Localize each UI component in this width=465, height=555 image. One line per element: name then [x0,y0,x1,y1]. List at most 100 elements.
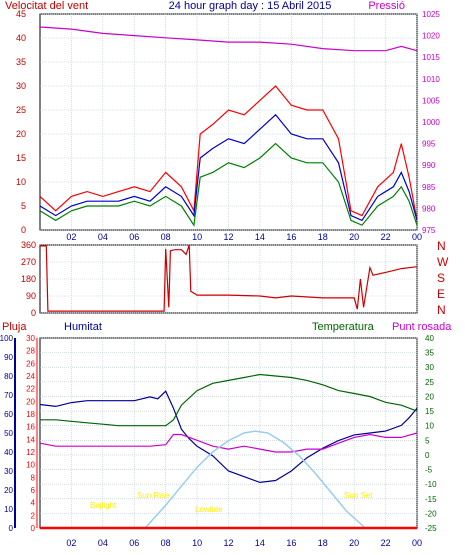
pressure-y-tick-label: 1000 [422,118,440,127]
weather-x-tick-label: 22 [381,538,391,548]
wind-y-tick-label: 20 [16,129,26,139]
temperature-tick-label: -10 [425,480,437,489]
temperature-tick-label: 0 [425,451,430,460]
humidity-tick-label: 70 [4,391,13,400]
weather-series-sun [144,430,366,529]
direction-series [40,244,418,312]
wind-series-avg [39,113,418,222]
rain-tick-label: 22 [26,385,35,394]
wind-y-tick-label: 15 [16,153,26,163]
direction-panel: 0 90 180 270 360 N W S E N [21,239,449,318]
temperature-tick-label: 25 [425,378,434,387]
wind-y-tick-label: 25 [16,105,26,115]
wind-series-speed [39,142,418,227]
rain-tick-label: 6 [31,486,36,495]
direction-y-tick-label: 270 [21,257,36,267]
rain-tick-label: 0 [31,524,36,533]
pressure-y-tick-label: 1005 [422,96,440,105]
weather-x-axis: 02 04 06 08 10 12 14 16 18 20 22 00 [66,538,422,548]
legend-dewpoint: Punt rosada [392,321,452,333]
wind-y-tick-label: 35 [16,57,26,67]
compass-labels: N W S E N [437,239,449,317]
direction-y-tick-label: 0 [31,308,36,318]
pressure-y-tick-label: 1010 [422,75,440,84]
direction-y-tick-label: 180 [21,274,36,284]
wind-x-tick-label: 00 [412,232,422,242]
wind-left-axis: 0 5 10 15 20 25 30 35 40 45 [16,9,26,235]
temperature-tick-label: 20 [425,392,434,401]
pressure-y-tick-label: 1025 [422,10,440,19]
wind-x-tick-label: 08 [161,232,171,242]
wind-x-axis: 02 04 06 08 10 12 14 16 18 20 22 00 [66,232,422,242]
weather-x-tick-label: 10 [192,538,202,548]
wind-x-tick-label: 02 [66,232,76,242]
chart-title: 24 hour graph day : 15 Abril 2015 [169,0,332,12]
weather-x-tick-label: 14 [255,538,265,548]
compass-label-0: N [437,239,446,253]
rain-tick-label: 10 [26,461,35,470]
wind-series [39,26,418,227]
temperature-tick-label: 40 [425,334,434,343]
rain-tick-label: 16 [26,423,35,432]
sun-label-sunrise: Sun Rise [137,491,170,500]
wind-x-tick-label: 22 [381,232,391,242]
weather-series-dewpoint [39,432,418,453]
weather-x-tick-label: 16 [286,538,296,548]
weather-grid [40,337,418,529]
pressure-y-tick-label: 985 [422,183,436,192]
temperature-tick-label: -5 [425,466,433,475]
humidity-tick-label: 10 [4,505,13,514]
humidity-tick-label: 0 [9,524,14,533]
legend-rain: Pluja [2,321,27,333]
wind-x-tick-label: 04 [98,232,108,242]
wind-x-tick-label: 14 [255,232,265,242]
wind-x-tick-label: 20 [349,232,359,242]
pressure-title: Pressió [368,0,405,12]
weather-x-tick-label: 02 [66,538,76,548]
direction-y-tick-label: 90 [26,291,36,301]
weather-panel: Pluja Humitat Temperatura Punt rosada 0 1… [0,321,452,548]
temperature-tick-label: 15 [425,407,434,416]
pressure-y-tick-label: 975 [422,226,436,235]
direction-y-tick-label: 360 [21,240,36,250]
wind-y-tick-label: 30 [16,81,26,91]
compass-label-1: W [437,255,449,269]
humidity-tick-label: 100 [0,334,14,343]
sun-label-noon: Lowtide [195,505,223,514]
temperature-tick-label: 10 [425,422,434,431]
wind-y-tick-label: 5 [21,201,26,211]
compass-label-3: E [437,287,445,301]
humidity-tick-label: 50 [4,429,13,438]
sun-label-sunset: Sun Set [344,491,373,500]
pressure-y-tick-label: 995 [422,140,436,149]
wind-x-tick-label: 10 [192,232,202,242]
compass-label-2: S [437,271,445,285]
temperature-tick-label: -25 [425,524,437,533]
humidity-tick-label: 80 [4,372,13,381]
temperature-tick-label: 30 [425,363,434,372]
wind-y-tick-label: 10 [16,177,26,187]
humidity-tick-label: 60 [4,410,13,419]
pressure-y-tick-label: 980 [422,204,436,213]
weather-x-tick-label: 00 [412,538,422,548]
wind-series-pressure [39,26,418,52]
rain-tick-label: 8 [31,473,36,482]
wind-y-tick-label: 0 [21,225,26,235]
compass-label-4: N [437,303,446,317]
humidity-tick-label: 30 [4,467,13,476]
rain-tick-label: 18 [26,410,35,419]
rain-tick-label: 4 [31,499,36,508]
rain-tick-label: 24 [26,372,35,381]
weather-x-tick-label: 06 [129,538,139,548]
wind-x-tick-label: 06 [129,232,139,242]
weather-x-tick-label: 20 [349,538,359,548]
temperature-tick-label: -15 [425,495,437,504]
pressure-y-tick-label: 1015 [422,53,440,62]
wind-title: Velocitat del vent [5,0,88,12]
weather-x-tick-label: 04 [98,538,108,548]
wind-x-tick-label: 16 [286,232,296,242]
